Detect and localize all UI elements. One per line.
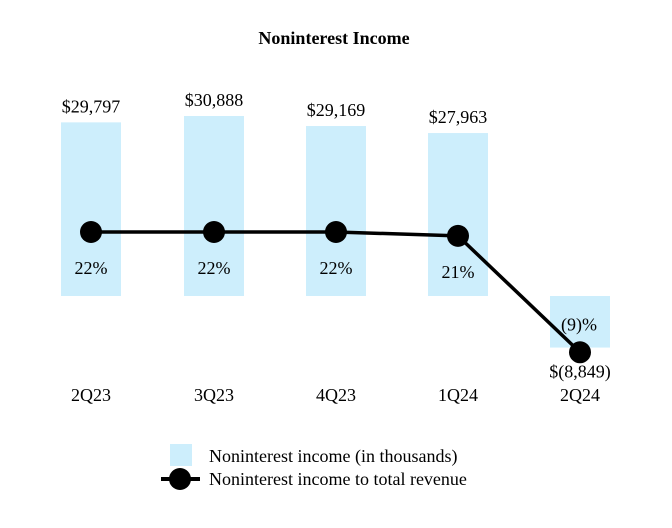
ratio-point-3q23	[203, 221, 225, 243]
category-tick-label: 2Q23	[71, 385, 111, 405]
bar-2q24	[550, 296, 610, 348]
ratio-point-4q23	[325, 221, 347, 243]
bar-2q23	[61, 122, 121, 296]
ratio-point-1q24	[447, 224, 469, 247]
category-tick-label: 2Q24	[560, 385, 600, 405]
ratio-value-label: 21%	[442, 262, 475, 282]
ratio-value-label: 22%	[75, 258, 108, 278]
bar-value-label: $29,169	[307, 100, 366, 120]
category-tick-label: 4Q23	[316, 385, 356, 405]
legend-line-marker	[169, 468, 191, 490]
legend-bar-label: Noninterest income (in thousands)	[209, 446, 457, 467]
ratio-value-label: (9)%	[561, 314, 597, 335]
ratio-value-label: 22%	[198, 258, 231, 278]
bar-value-label: $(8,849)	[549, 362, 611, 383]
category-tick-label: 1Q24	[438, 385, 478, 405]
category-labels: 2Q23 3Q23 4Q23 1Q24 2Q24	[71, 385, 600, 405]
legend-bar-swatch	[170, 444, 192, 466]
bar-value-label: $27,963	[429, 107, 488, 127]
category-tick-label: 3Q23	[194, 385, 234, 405]
bar-1q24	[428, 133, 488, 296]
legend: Noninterest income (in thousands) Nonint…	[161, 444, 467, 490]
ratio-point-2q24	[569, 341, 591, 364]
legend-line-label: Noninterest income to total revenue	[209, 469, 467, 489]
ratio-value-label: 22%	[320, 258, 353, 278]
bar-4q23	[306, 126, 366, 296]
bars-group: $29,797 $30,888 $29,169 $27,963 $(8,849)	[61, 90, 611, 383]
bar-value-label: $30,888	[185, 90, 244, 110]
ratio-point-2q23	[80, 221, 102, 243]
line-group: 22% 22% 22% 21% (9)%	[75, 221, 597, 364]
bar-value-label: $29,797	[62, 96, 121, 116]
bar-3q23	[184, 116, 244, 296]
chart-title: Noninterest Income	[258, 28, 409, 48]
